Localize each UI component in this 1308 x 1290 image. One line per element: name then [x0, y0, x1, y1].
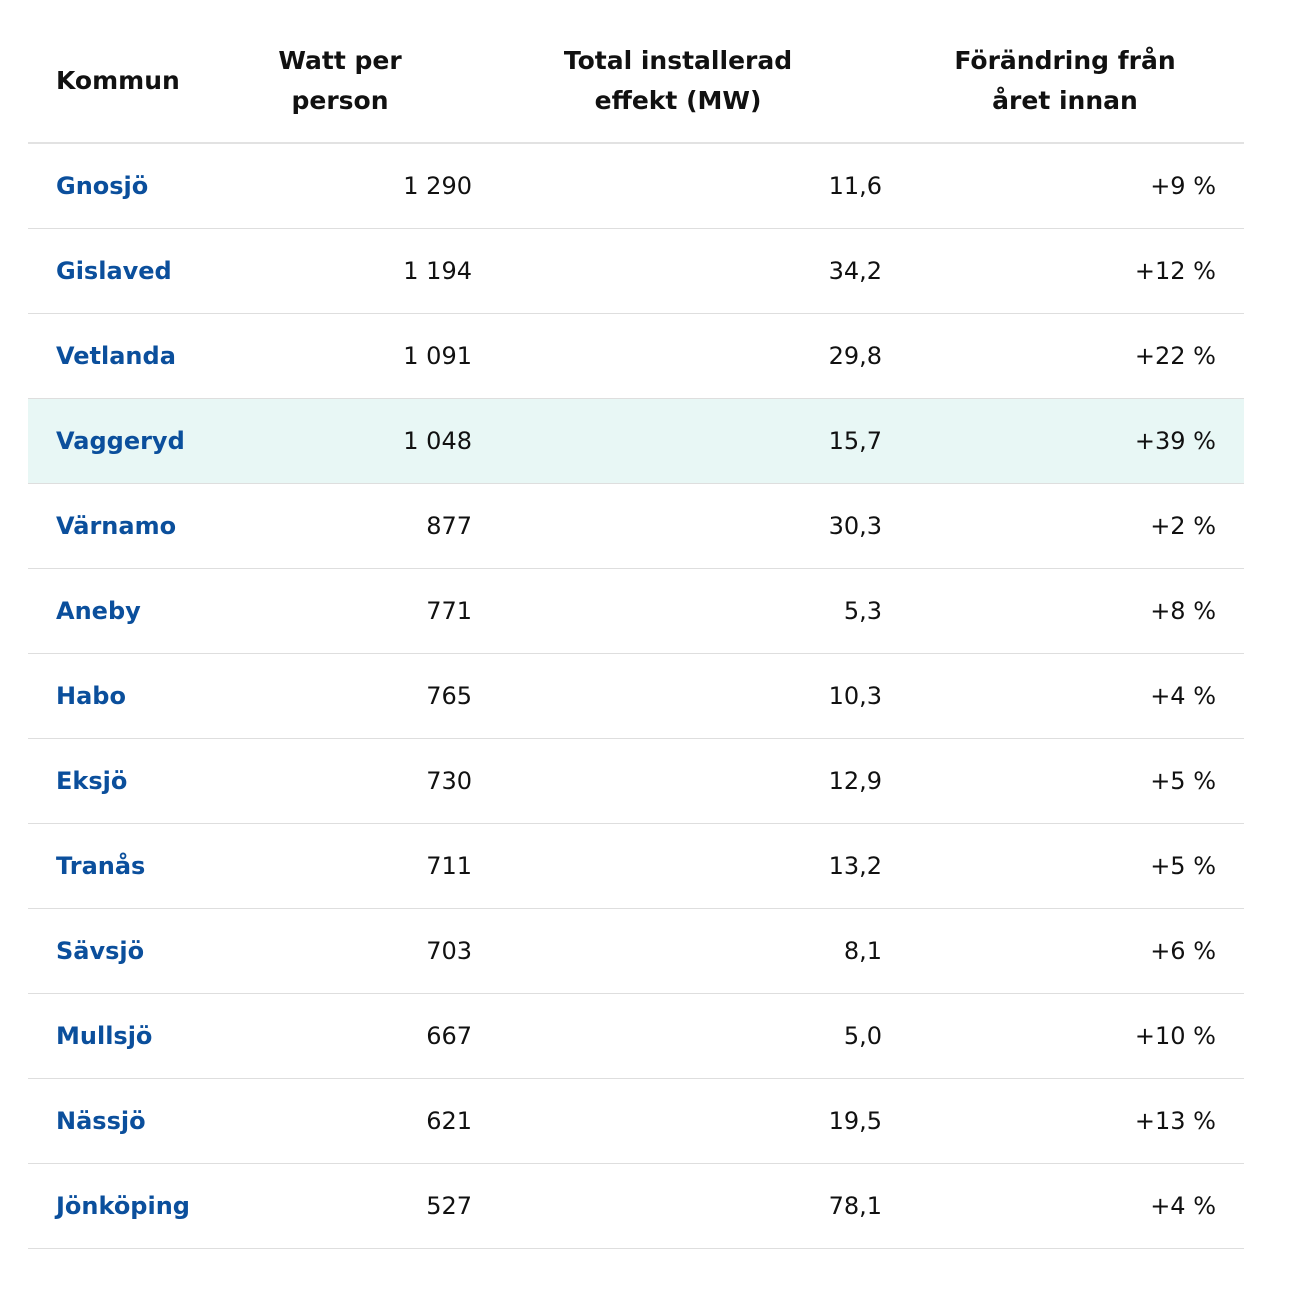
watt-per-person-cell: 527 — [250, 1163, 490, 1249]
forandring-cell: +9 % — [886, 143, 1244, 229]
total-effekt-cell: 5,0 — [490, 993, 886, 1079]
watt-per-person-cell: 711 — [250, 823, 490, 909]
header-kommun: Kommun — [28, 20, 250, 144]
table-row: Jönköping 527 78,1 +4 % — [28, 1163, 1244, 1249]
table-row: Tranås 711 13,2 +5 % — [28, 823, 1244, 909]
table-row: Habo 765 10,3 +4 % — [28, 653, 1244, 739]
total-effekt-cell: 13,2 — [490, 823, 886, 909]
forandring-cell: +2 % — [886, 483, 1244, 569]
total-effekt-cell: 30,3 — [490, 483, 886, 569]
kommun-link[interactable]: Aneby — [28, 568, 250, 654]
forandring-cell: +4 % — [886, 1163, 1244, 1249]
data-table-container: Kommun Watt per person Total installerad… — [28, 20, 1244, 1249]
table-row: Eksjö 730 12,9 +5 % — [28, 738, 1244, 824]
forandring-cell: +4 % — [886, 653, 1244, 739]
table-row: Värnamo 877 30,3 +2 % — [28, 483, 1244, 569]
total-effekt-cell: 15,7 — [490, 398, 886, 484]
table-header-row: Kommun Watt per person Total installerad… — [28, 20, 1244, 144]
kommun-link[interactable]: Gislaved — [28, 228, 250, 314]
watt-per-person-cell: 730 — [250, 738, 490, 824]
kommun-table: Kommun Watt per person Total installerad… — [28, 20, 1244, 1249]
total-effekt-cell: 5,3 — [490, 568, 886, 654]
forandring-cell: +5 % — [886, 738, 1244, 824]
forandring-cell: +12 % — [886, 228, 1244, 314]
total-effekt-cell: 29,8 — [490, 313, 886, 399]
watt-per-person-cell: 1 048 — [250, 398, 490, 484]
forandring-cell: +13 % — [886, 1078, 1244, 1164]
watt-per-person-cell: 1 290 — [250, 143, 490, 229]
header-total-effekt: Total installerad effekt (MW) — [490, 20, 886, 144]
kommun-link[interactable]: Värnamo — [28, 483, 250, 569]
table-row: Gislaved 1 194 34,2 +12 % — [28, 228, 1244, 314]
table-row: Aneby 771 5,3 +8 % — [28, 568, 1244, 654]
kommun-link[interactable]: Mullsjö — [28, 993, 250, 1079]
watt-per-person-cell: 765 — [250, 653, 490, 739]
forandring-cell: +39 % — [886, 398, 1244, 484]
table-row: Vaggeryd 1 048 15,7 +39 % — [28, 398, 1244, 484]
kommun-link[interactable]: Vaggeryd — [28, 398, 250, 484]
kommun-link[interactable]: Jönköping — [28, 1163, 250, 1249]
watt-per-person-cell: 1 091 — [250, 313, 490, 399]
table-row: Gnosjö 1 290 11,6 +9 % — [28, 143, 1244, 229]
total-effekt-cell: 19,5 — [490, 1078, 886, 1164]
total-effekt-cell: 8,1 — [490, 908, 886, 994]
table-body: Gnosjö 1 290 11,6 +9 % Gislaved 1 194 34,2 +12 … — [28, 143, 1244, 1249]
kommun-link[interactable]: Vetlanda — [28, 313, 250, 399]
total-effekt-cell: 78,1 — [490, 1163, 886, 1249]
header-watt-per-person: Watt per person — [250, 20, 490, 144]
kommun-link[interactable]: Gnosjö — [28, 143, 250, 229]
table-row: Nässjö 621 19,5 +13 % — [28, 1078, 1244, 1164]
kommun-link[interactable]: Tranås — [28, 823, 250, 909]
watt-per-person-cell: 667 — [250, 993, 490, 1079]
kommun-link[interactable]: Eksjö — [28, 738, 250, 824]
total-effekt-cell: 10,3 — [490, 653, 886, 739]
forandring-cell: +22 % — [886, 313, 1244, 399]
forandring-cell: +5 % — [886, 823, 1244, 909]
total-effekt-cell: 11,6 — [490, 143, 886, 229]
forandring-cell: +10 % — [886, 993, 1244, 1079]
watt-per-person-cell: 877 — [250, 483, 490, 569]
total-effekt-cell: 12,9 — [490, 738, 886, 824]
total-effekt-cell: 34,2 — [490, 228, 886, 314]
forandring-cell: +8 % — [886, 568, 1244, 654]
watt-per-person-cell: 1 194 — [250, 228, 490, 314]
kommun-link[interactable]: Nässjö — [28, 1078, 250, 1164]
table-row: Sävsjö 703 8,1 +6 % — [28, 908, 1244, 994]
watt-per-person-cell: 703 — [250, 908, 490, 994]
watt-per-person-cell: 621 — [250, 1078, 490, 1164]
kommun-link[interactable]: Sävsjö — [28, 908, 250, 994]
watt-per-person-cell: 771 — [250, 568, 490, 654]
table-row: Mullsjö 667 5,0 +10 % — [28, 993, 1244, 1079]
table-row: Vetlanda 1 091 29,8 +22 % — [28, 313, 1244, 399]
header-forandring: Förändring från året innan — [886, 20, 1244, 144]
kommun-link[interactable]: Habo — [28, 653, 250, 739]
forandring-cell: +6 % — [886, 908, 1244, 994]
